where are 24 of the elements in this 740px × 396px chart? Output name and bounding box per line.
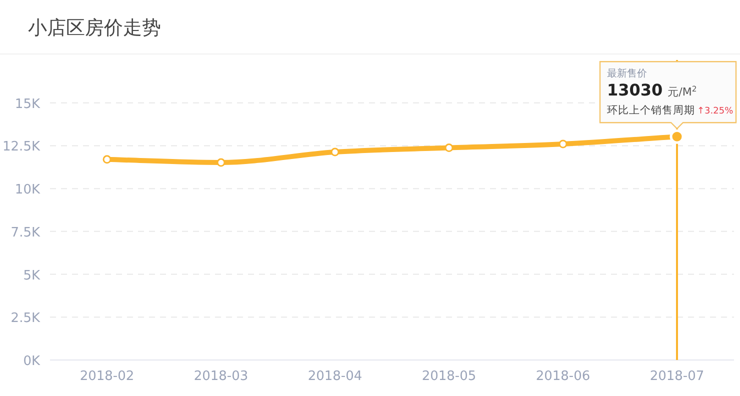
x-tick-label: 2018-02 — [80, 369, 134, 384]
x-tick-label: 2018-06 — [536, 369, 590, 384]
point — [102, 155, 112, 164]
point — [330, 148, 340, 156]
chart-title: 小店区房价走势 — [28, 17, 161, 39]
point — [216, 158, 226, 167]
point — [558, 140, 568, 148]
annotation: 13030 — [607, 80, 663, 100]
y-tick-label: 7.5K — [10, 225, 40, 240]
y-tick-label: 2.5K — [10, 311, 40, 326]
annotation: 环比上个销售周期 — [607, 104, 695, 117]
x-tick-label: 2018-03 — [194, 369, 248, 384]
y-tick-label: 10K — [14, 182, 40, 198]
annotation: ↑3.25% — [697, 106, 734, 117]
y-tick-label: 5K — [23, 268, 40, 284]
annotation: 最新售价 — [607, 68, 647, 80]
point — [444, 144, 454, 152]
y-tick-label: 15K — [14, 96, 40, 112]
annotation: 元/M$^{2}$ — [668, 84, 697, 99]
x-tick-label: 2018-07 — [650, 369, 704, 384]
y-tick-label: 12.5K — [2, 140, 40, 155]
x-tick-label: 2018-05 — [422, 369, 476, 384]
y-tick-label: 0K — [23, 354, 40, 369]
x-tick-label: 2018-04 — [308, 369, 362, 384]
